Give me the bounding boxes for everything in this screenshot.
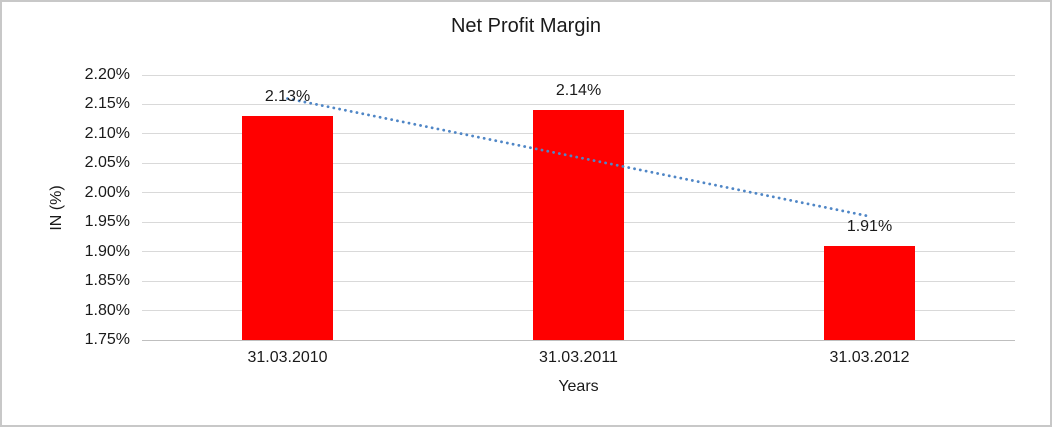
y-tick-label: 1.80% bbox=[84, 301, 130, 319]
y-tick-label: 1.90% bbox=[84, 242, 130, 260]
bar-31.03.2012 bbox=[824, 245, 915, 340]
y-tick-label: 2.15% bbox=[84, 95, 130, 113]
chart-title: Net Profit Margin bbox=[450, 15, 602, 37]
y-tick-label: 1.85% bbox=[84, 272, 130, 290]
y-tick-label: 2.05% bbox=[84, 154, 130, 172]
x-tick-label: 31.03.2010 bbox=[247, 349, 328, 366]
bar-31.03.2011 bbox=[533, 110, 624, 340]
data-label-31.03.2010: 2.13% bbox=[264, 88, 311, 106]
y-tick-label: 1.75% bbox=[84, 331, 130, 348]
y-axis-title: IN (%) bbox=[48, 185, 65, 231]
gridline bbox=[142, 74, 1015, 76]
y-tick-label: 2.00% bbox=[84, 183, 130, 201]
data-label-31.03.2012: 1.91% bbox=[846, 217, 893, 235]
x-tick-label: 31.03.2011 bbox=[539, 349, 618, 366]
y-tick-label: 2.20% bbox=[84, 66, 130, 83]
y-tick-label: 2.10% bbox=[84, 124, 130, 142]
x-tick-label: 31.03.2012 bbox=[829, 349, 910, 366]
y-tick-label: 1.95% bbox=[84, 213, 130, 231]
x-axis-line bbox=[142, 339, 1015, 341]
data-label-31.03.2011: 2.14% bbox=[555, 82, 602, 100]
bar-31.03.2010 bbox=[242, 116, 333, 340]
x-axis-title: Years bbox=[558, 378, 599, 395]
